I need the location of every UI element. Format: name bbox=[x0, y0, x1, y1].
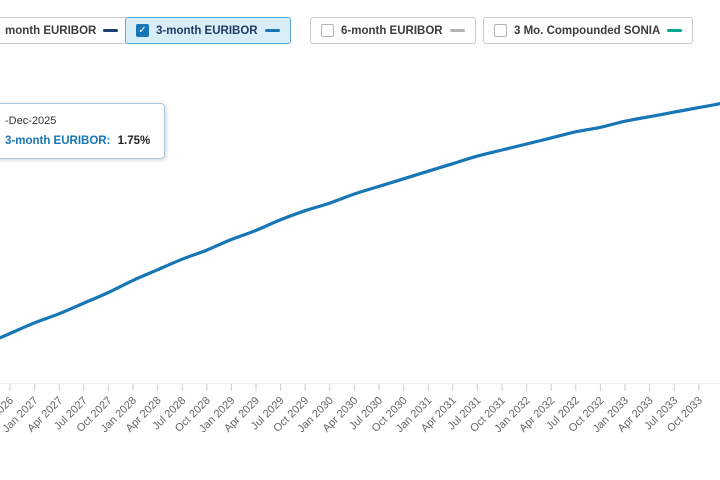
legend-label: 3 Mo. Compounded SONIA bbox=[514, 24, 661, 37]
checkbox-3-mo-compounded-sonia[interactable] bbox=[494, 24, 507, 37]
series-line-3-month-euribor[interactable] bbox=[0, 102, 720, 349]
series-color-swatch bbox=[449, 29, 465, 32]
legend-button-3-month-euribor[interactable]: ✓ 3-month EURIBOR bbox=[125, 17, 291, 44]
tooltip-point-line: 3-month EURIBOR: 1.75% bbox=[5, 135, 150, 147]
legend-label: 6-month EURIBOR bbox=[341, 24, 443, 37]
legend-button-6-month-euribor[interactable]: 6-month EURIBOR bbox=[310, 17, 476, 44]
legend-label: month EURIBOR bbox=[5, 24, 97, 37]
series-color-swatch bbox=[264, 29, 280, 32]
tooltip-date: -Dec-2025 bbox=[5, 115, 57, 127]
checkbox-3-month-euribor[interactable]: ✓ bbox=[136, 24, 149, 37]
legend-button-month-euribor[interactable]: month EURIBOR bbox=[0, 17, 128, 44]
tooltip-value: 1.75% bbox=[117, 135, 151, 147]
series-color-swatch bbox=[667, 29, 683, 32]
series-color-swatch bbox=[103, 29, 119, 32]
legend-label: 3-month EURIBOR bbox=[156, 24, 258, 37]
tooltip-series-label: 3-month EURIBOR: bbox=[5, 135, 111, 147]
chart-legend: month EURIBOR ✓ 3-month EURIBOR 6-month … bbox=[0, 17, 720, 45]
legend-button-3-mo-compounded-sonia[interactable]: 3 Mo. Compounded SONIA bbox=[483, 17, 694, 44]
checkbox-6-month-euribor[interactable] bbox=[321, 24, 334, 37]
chart-tooltip: -Dec-2025 3-month EURIBOR: 1.75% bbox=[0, 103, 166, 159]
